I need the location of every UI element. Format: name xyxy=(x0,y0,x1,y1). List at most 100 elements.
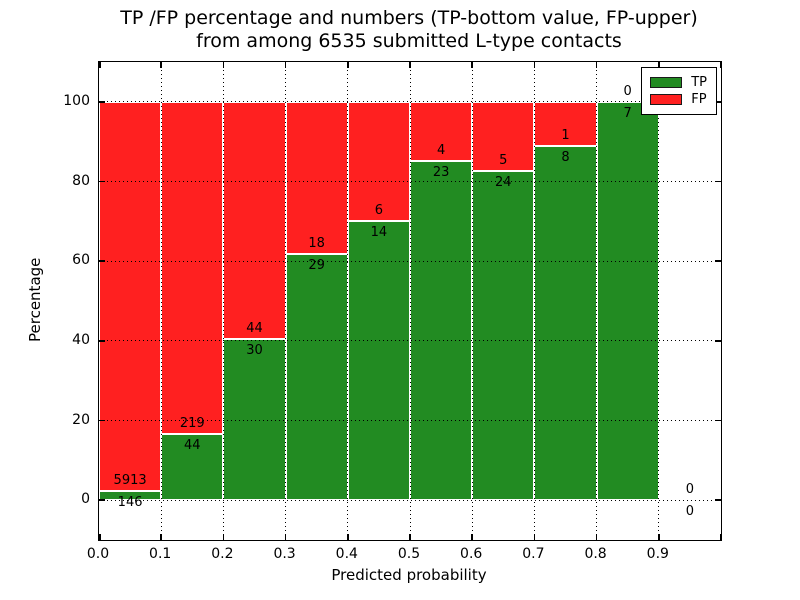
x-tick-top xyxy=(160,62,162,68)
fp-count-label-7: 1 xyxy=(561,128,570,144)
y-tick-left xyxy=(99,419,105,422)
x-tick-label-0.6: 0.6 xyxy=(460,546,483,562)
x-tick-label-0.0: 0.0 xyxy=(86,546,110,562)
v-gridline-0.3 xyxy=(285,62,287,540)
tp-bar-segment-3 xyxy=(285,254,348,501)
x-tick-bottom xyxy=(595,534,598,540)
x-tick-label-0.8: 0.8 xyxy=(584,546,607,562)
tp-bar-segment-5 xyxy=(410,160,473,501)
x-tick-bottom xyxy=(160,534,162,540)
v-gridline-0.6 xyxy=(471,62,473,540)
v-gridline-0.5 xyxy=(409,62,411,540)
x-tick-top xyxy=(719,62,721,68)
y-tick-label-80: 80 xyxy=(72,172,90,189)
chart-title-line2: from among 6535 submitted L-type contact… xyxy=(196,30,622,52)
y-tick-right xyxy=(715,499,721,501)
tp-count-label-7: 8 xyxy=(561,150,570,166)
y-tick-label-0: 0 xyxy=(81,491,90,508)
x-tick-top xyxy=(471,62,473,68)
tp-count-label-8: 7 xyxy=(623,105,632,121)
y-tick-right xyxy=(715,419,721,422)
fp-bar-segment-5 xyxy=(410,101,473,161)
fp-count-label-0: 5913 xyxy=(113,472,147,488)
tp-count-label-6: 24 xyxy=(495,174,512,190)
x-tick-bottom xyxy=(284,534,287,540)
x-tick-bottom xyxy=(658,534,660,540)
fp-legend-swatch-icon xyxy=(650,94,683,105)
x-tick-label-0.3: 0.3 xyxy=(273,546,296,562)
x-tick-bottom xyxy=(99,534,101,540)
tp-count-label-1: 44 xyxy=(184,437,201,453)
x-tick-label-0.4: 0.4 xyxy=(335,546,358,562)
ticks-layer xyxy=(99,62,721,540)
fp-count-label-9: 0 xyxy=(685,482,695,498)
fp-bar-segment-0 xyxy=(99,101,162,491)
fp-count-label-3: 18 xyxy=(308,236,325,252)
legend: TP FP xyxy=(641,67,717,115)
fp-bar-segment-4 xyxy=(347,101,410,222)
tp-count-label-3: 29 xyxy=(308,258,325,274)
x-tick-label-0.2: 0.2 xyxy=(211,546,234,562)
x-tick-top xyxy=(533,62,536,68)
fp-bar-segment-2 xyxy=(223,101,286,339)
y-tick-right xyxy=(715,180,721,183)
y-tick-label-40: 40 xyxy=(72,331,90,348)
tp-count-label-9: 0 xyxy=(685,504,695,520)
chart-title-line1: TP /FP percentage and numbers (TP-bottom… xyxy=(120,7,698,29)
x-tick-top xyxy=(222,62,225,68)
annotations-layer: 5913 146 219 44 44 30 18 29 6 14 4 23 5 24 1 8 0 7 0 0 xyxy=(99,62,721,540)
v-gridline-0.9 xyxy=(658,62,660,540)
tp-legend-swatch-icon xyxy=(650,77,683,88)
y-tick-label-20: 20 xyxy=(72,411,90,428)
fp-bar-segment-3 xyxy=(285,101,348,255)
v-gridline-0.7 xyxy=(533,62,535,540)
x-tick-top xyxy=(99,62,101,68)
tp-bar-segment-4 xyxy=(347,221,410,501)
bars-layer xyxy=(99,62,721,540)
x-tick-top xyxy=(347,62,349,68)
y-tick-right xyxy=(715,340,721,342)
y-tick-left xyxy=(99,499,105,501)
fp-bar-segment-6 xyxy=(472,101,535,171)
fp-bar-segment-7 xyxy=(534,101,597,147)
x-tick-label-0.9: 0.9 xyxy=(646,546,669,562)
chart-title: TP /FP percentage and numbers (TP-bottom… xyxy=(98,7,720,53)
x-axis-label: Predicted probability xyxy=(331,566,487,584)
fp-count-label-8: 0 xyxy=(623,83,632,99)
x-tick-bottom xyxy=(719,534,721,540)
y-tick-left xyxy=(99,101,105,103)
fp-count-label-4: 6 xyxy=(374,203,384,219)
y-axis-label: Percentage xyxy=(26,257,44,343)
legend-entry-fp: FP xyxy=(650,91,707,108)
tp-bar-segment-8 xyxy=(596,101,659,501)
legend-label-tp: TP xyxy=(691,75,707,90)
y-tick-left xyxy=(99,180,105,183)
v-gridline-0.2 xyxy=(222,62,224,540)
plot-area: 5913 146 219 44 44 30 18 29 6 14 4 23 5 24 1 8 0 7 0 0 TP F… xyxy=(98,61,722,541)
v-gridline-0.1 xyxy=(160,62,162,540)
v-gridline-0.4 xyxy=(347,62,349,540)
v-gridline-0.8 xyxy=(596,62,598,540)
tp-count-label-2: 30 xyxy=(246,342,263,358)
tp-count-label-5: 23 xyxy=(432,164,450,180)
x-tick-bottom xyxy=(409,534,411,540)
y-tick-label-60: 60 xyxy=(72,252,90,269)
fp-count-label-5: 4 xyxy=(436,142,446,158)
x-tick-label-0.1: 0.1 xyxy=(149,546,172,562)
fp-count-label-1: 219 xyxy=(179,415,205,431)
tp-count-label-4: 14 xyxy=(370,225,388,241)
x-tick-top xyxy=(409,62,411,68)
tp-bar-segment-2 xyxy=(223,338,286,501)
y-tick-left xyxy=(99,340,105,342)
fp-bar-segment-1 xyxy=(161,101,224,434)
x-tick-bottom xyxy=(347,534,349,540)
grid-layer xyxy=(99,62,721,540)
x-tick-top xyxy=(658,62,660,68)
x-tick-top xyxy=(595,62,598,68)
x-tick-label-0.7: 0.7 xyxy=(522,546,545,562)
legend-label-fp: FP xyxy=(691,92,707,107)
fp-count-label-2: 44 xyxy=(246,320,263,336)
y-tick-right xyxy=(715,101,721,103)
y-tick-label-100: 100 xyxy=(63,92,90,109)
